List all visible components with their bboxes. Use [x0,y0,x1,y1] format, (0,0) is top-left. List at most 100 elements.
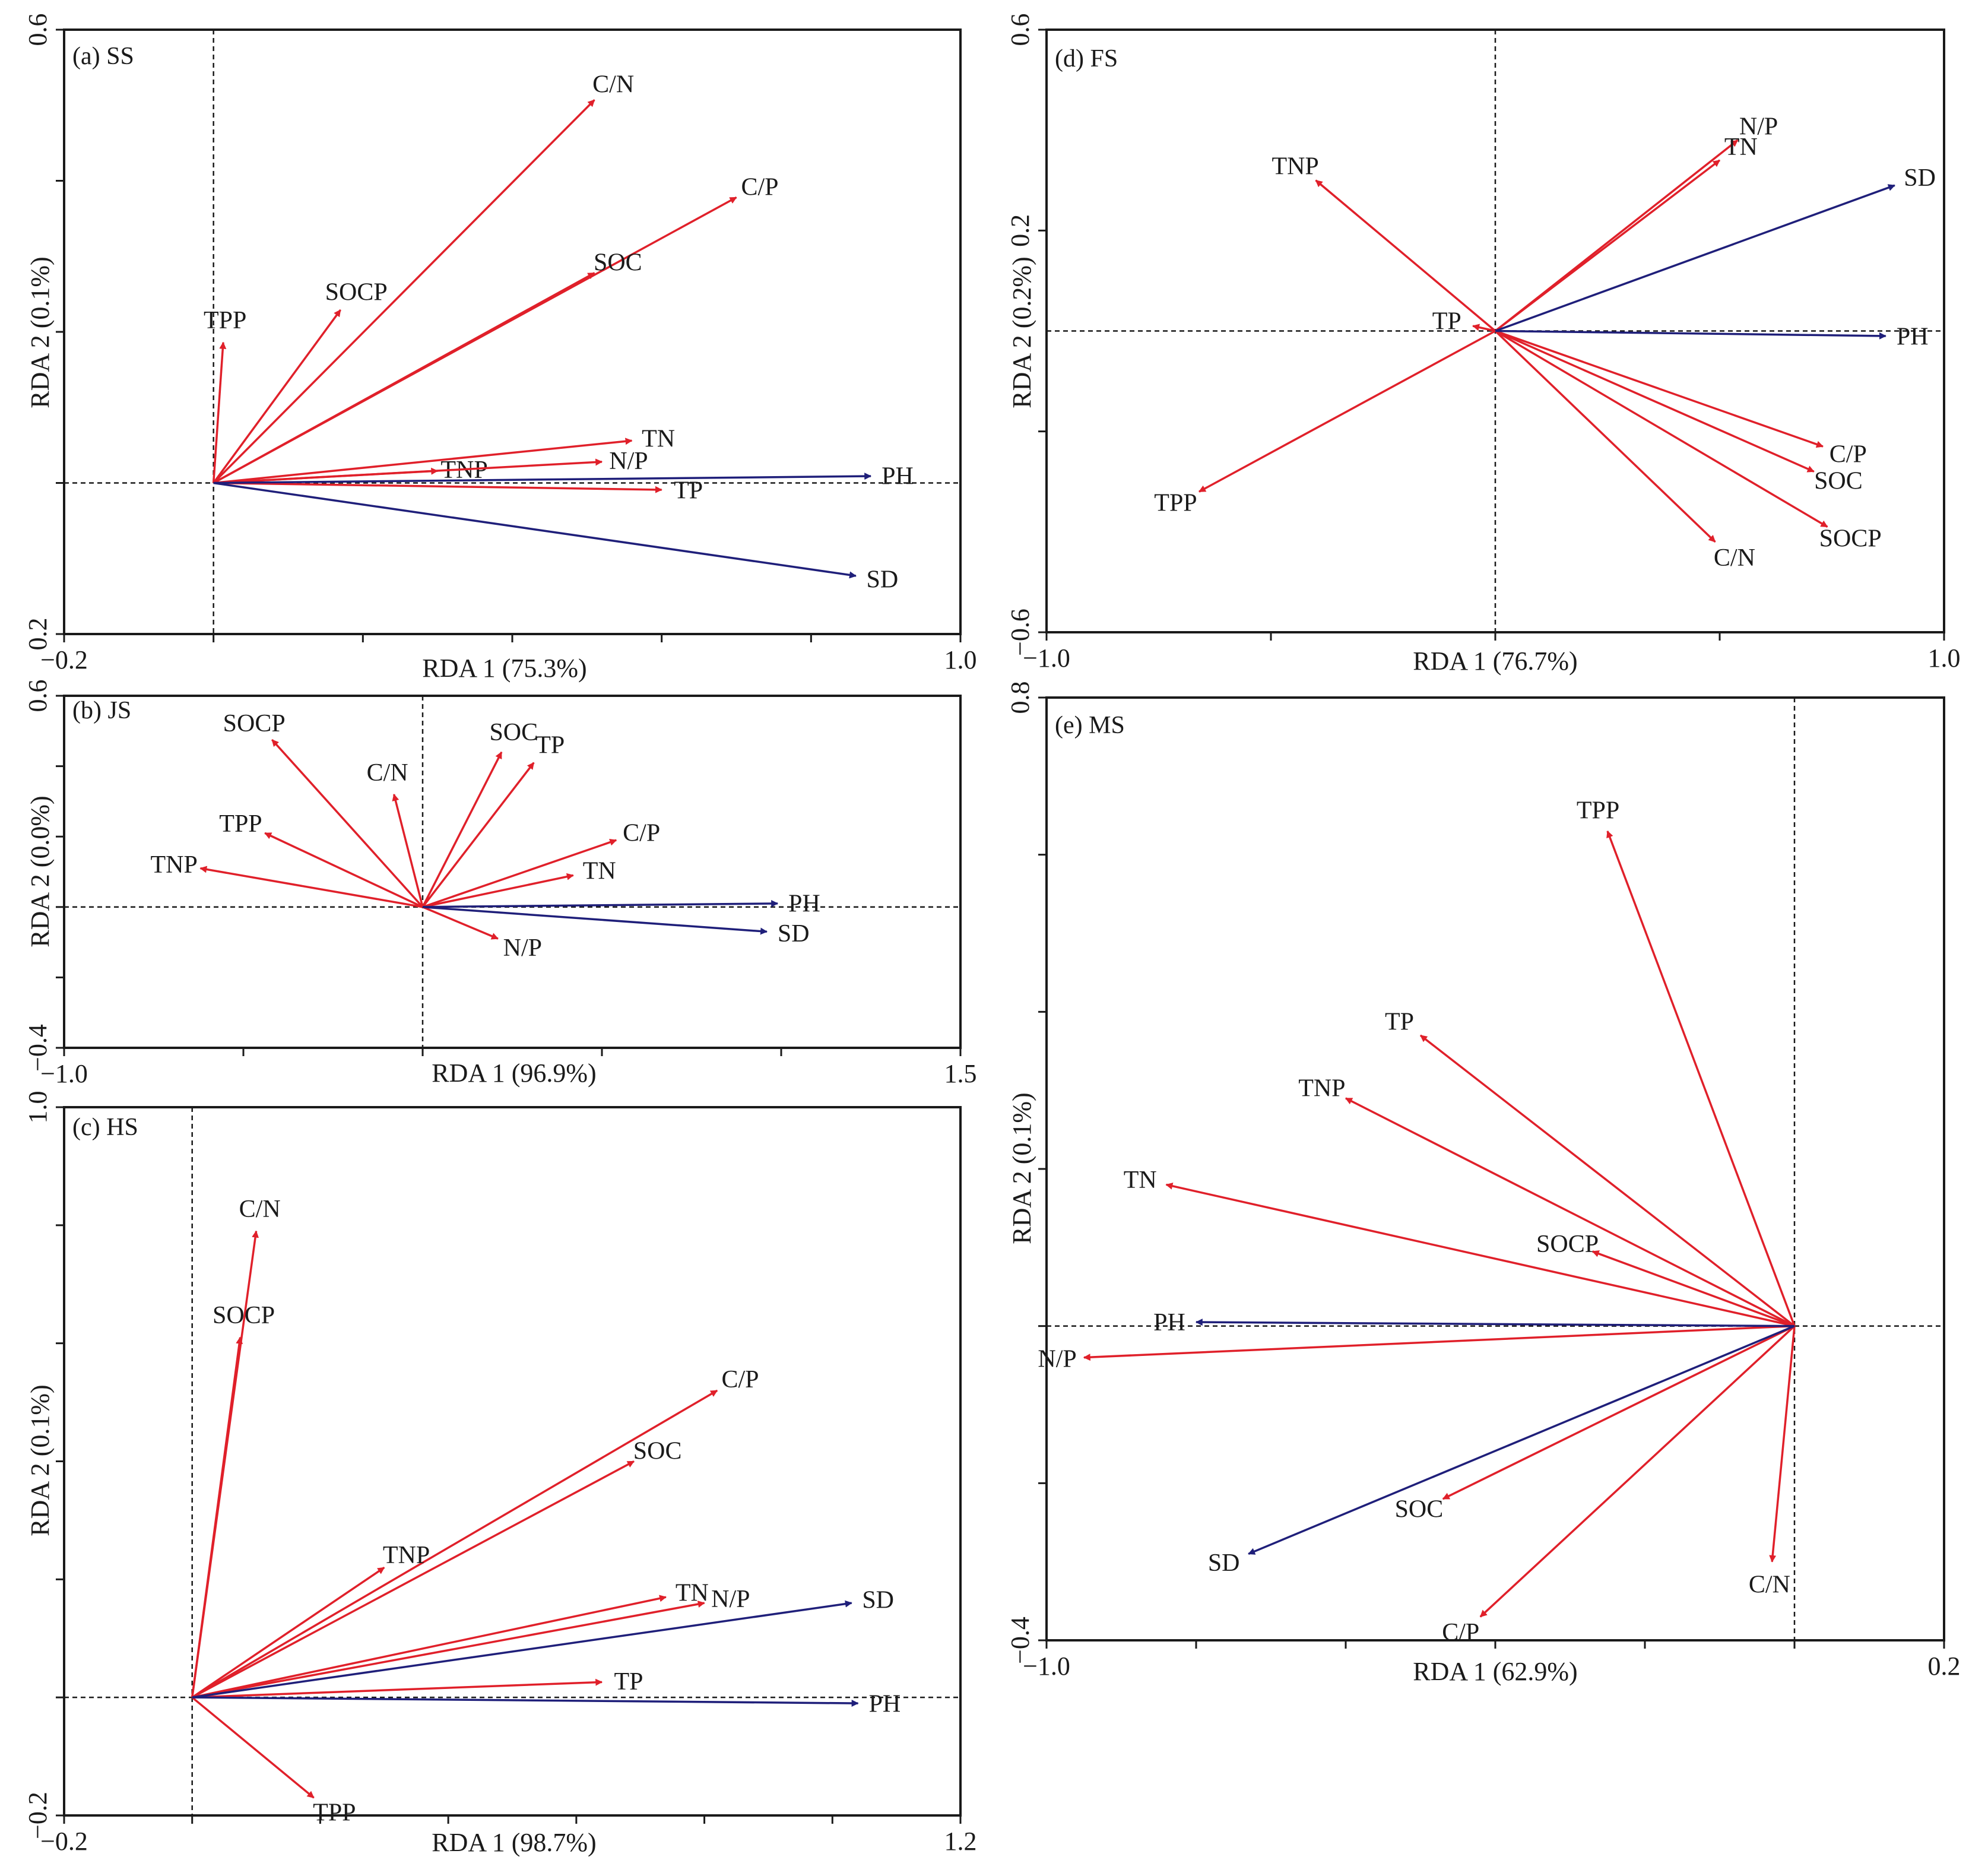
arrow-label-sd: SD [862,1587,894,1614]
arrow-soc [421,751,503,908]
arrow-label-tn: TN [642,425,675,452]
arrow-sd [1248,1325,1795,1555]
y-tick-label: −0.4 [23,1024,52,1072]
panel-e-frame [1045,696,1945,1642]
arrow-tpp [264,832,423,908]
arrow-tp [1472,324,1496,332]
x-tick-label: −1.0 [40,1059,88,1088]
x-tick-label: −1.0 [1023,644,1070,673]
arrow-label-n-p: N/P [711,1586,750,1613]
arrow-label-c-p: C/P [741,173,778,201]
arrow-label-tn: TN [1724,134,1758,161]
arrow-ph [1195,1319,1795,1327]
arrow-label-tpp: TPP [1154,489,1197,516]
panel-d-title: (d) FS [1055,45,1118,72]
y-tick-label: 0.2 [23,618,52,651]
panel-d-ylabel: RDA 2 (0.2%) [1007,256,1036,408]
arrow-socp [1591,1250,1795,1327]
panel-c-ylabel: RDA 2 (0.1%) [26,1384,55,1536]
arrow-label-tnp: TNP [1298,1075,1345,1102]
y-tick-label: 0.8 [1006,682,1035,714]
arrow-sd [192,1600,852,1698]
arrow-tpp [212,341,227,483]
arrow-label-sd: SD [867,566,899,593]
arrow-label-soc: SOC [594,249,642,276]
arrow-tp [192,1678,603,1698]
arrow-socp [213,309,341,484]
arrow-label-tp: TP [614,1668,643,1696]
panel-a-ylabel: RDA 2 (0.1%) [26,256,55,408]
y-tick-label: 0.6 [23,680,52,712]
panel-a-plot: −0.21.00.20.6C/NC/PSOCSOCPTPPTNTNPN/PTPP… [23,14,977,675]
arrow-label-n-p: N/P [1038,1345,1076,1373]
arrow-socp [1495,329,1828,528]
arrow-label-ph: PH [869,1690,901,1717]
panel-c-title: (c) HS [72,1114,138,1141]
x-tick-label: 1.2 [944,1827,977,1856]
arrow-tnp [199,866,423,908]
arrow-soc [1442,1325,1795,1500]
arrow-n-p [422,906,499,940]
arrow-sd [213,481,857,579]
y-tick-label: 0.6 [1006,14,1035,46]
arrow-soc [191,1460,635,1698]
arrow-tn [213,438,633,484]
arrow-c-p [1495,329,1824,448]
arrow-label-c-p: C/P [1830,441,1867,468]
panel-b-xlabel: RDA 1 (96.9%) [432,1059,596,1088]
arrow-tpp [1606,830,1796,1327]
arrow-socp [271,739,424,908]
arrow-tnp [1345,1097,1795,1327]
panel-e-title: (e) MS [1055,712,1125,739]
arrow-tnp [191,1567,385,1698]
arrow-label-tn: TN [583,858,616,885]
arrow-sd [422,906,768,935]
arrow-n-p [192,1601,705,1698]
arrow-ph [1495,329,1886,340]
arrow-label-c-n: C/N [592,71,634,98]
arrow-label-socp: SOCP [213,1302,275,1329]
arrow-label-n-p: N/P [503,934,542,962]
x-tick-label: −0.2 [40,645,88,674]
arrow-c-n [1494,330,1716,543]
x-tick-label: −1.0 [1023,1652,1070,1681]
arrow-label-tn: TN [1124,1167,1157,1194]
y-tick-label: −0.2 [23,1792,52,1839]
arrow-tp [421,762,535,908]
arrow-label-ph: PH [788,890,820,917]
x-tick-label: 0.2 [1928,1652,1961,1681]
arrow-label-soc: SOC [633,1438,682,1465]
arrow-label-soc: SOC [1395,1496,1444,1523]
arrow-label-tp: TP [535,732,565,759]
arrow-label-tpp: TPP [204,307,246,334]
arrow-tpp [191,1696,315,1799]
arrow-c-p [1479,1325,1796,1618]
arrow-label-soc: SOC [1814,468,1863,495]
x-tick-label: −0.2 [40,1827,88,1856]
panel-b-frame [63,695,962,1049]
x-tick-label: 1.0 [1928,644,1961,673]
panel-a-xlabel: RDA 1 (75.3%) [422,654,586,683]
arrow-label-tp: TP [1432,308,1461,335]
arrow-tp [213,481,662,493]
panel-a-title: (a) SS [72,43,134,70]
panel-b-title: (b) JS [72,697,131,724]
panel-b-ylabel: RDA 2 (0.0%) [26,796,55,947]
arrow-socp [191,1336,243,1698]
arrow-n-p [1083,1324,1795,1361]
arrow-tp [1419,1034,1796,1327]
arrow-label-soc: SOC [489,719,538,746]
arrow-ph [422,899,779,908]
arrow-label-n-p: N/P [1739,113,1778,141]
arrow-label-sd: SD [778,920,810,947]
arrow-label-sd: SD [1904,164,1936,192]
arrow-tnp [1315,179,1496,332]
panel-a: −0.21.00.20.6C/NC/PSOCSOCPTPPTNTNPN/PTPP… [23,14,977,683]
arrow-label-ph: PH [1153,1309,1185,1336]
arrow-label-n-p: N/P [609,448,648,475]
